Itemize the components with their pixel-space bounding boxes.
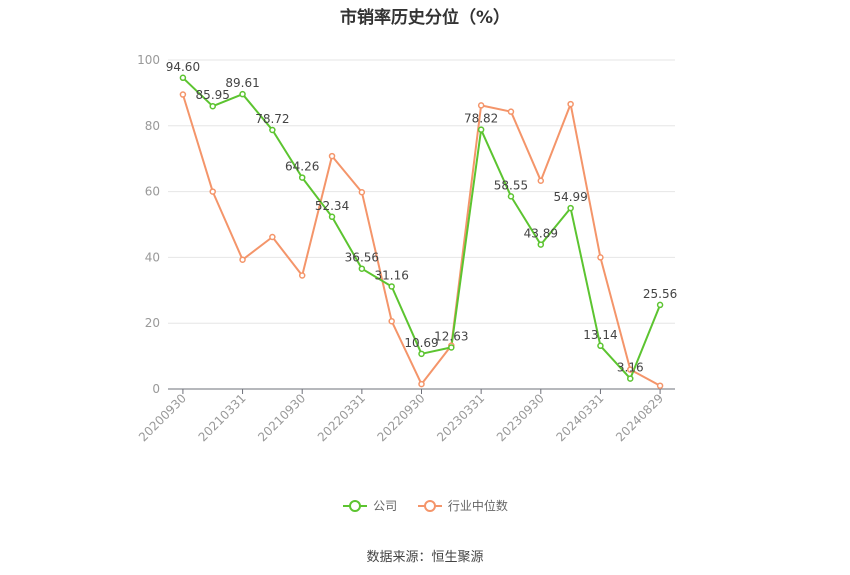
data-point xyxy=(567,204,574,212)
grid-lines xyxy=(168,59,675,324)
x-tick-label: 20230930 xyxy=(494,391,547,444)
data-point xyxy=(507,108,515,115)
legend-label-industry-median: 行业中位数 xyxy=(447,499,508,513)
data-label: 31.16 xyxy=(374,268,408,282)
legend: 公司 行业中位数 xyxy=(0,497,850,516)
data-label: 94.60 xyxy=(166,60,200,74)
data-point xyxy=(507,193,515,200)
data-point xyxy=(328,152,336,160)
data-label: 58.55 xyxy=(494,178,528,192)
y-tick-label: 20 xyxy=(145,316,160,330)
data-point xyxy=(358,189,366,196)
y-tick-label: 40 xyxy=(145,250,160,264)
data-point xyxy=(179,74,187,82)
data-point xyxy=(298,174,306,181)
data-label: 54.99 xyxy=(553,190,587,204)
y-tick-label: 0 xyxy=(152,382,160,396)
chart-title: 市销率历史分位（%） xyxy=(339,8,511,28)
y-tick-label: 100 xyxy=(137,53,160,67)
data-point xyxy=(358,265,366,272)
data-label: 52.34 xyxy=(315,199,349,213)
y-tick-label: 80 xyxy=(145,119,160,133)
data-point xyxy=(627,375,634,382)
data-label: 64.26 xyxy=(285,160,319,174)
x-tick-label: 20230331 xyxy=(434,391,487,444)
data-label: 3.16 xyxy=(617,361,644,375)
data-point xyxy=(239,90,246,98)
data-source: 数据来源：恒生聚源 xyxy=(366,550,484,565)
data-point xyxy=(269,126,276,134)
data-label: 43.89 xyxy=(524,227,558,241)
data-label: 25.56 xyxy=(643,287,677,301)
data-point xyxy=(239,256,246,263)
x-tick-label: 20210930 xyxy=(255,391,308,444)
data-point xyxy=(328,213,336,221)
data-point xyxy=(418,380,425,388)
data-label: 89.61 xyxy=(225,76,259,90)
data-point xyxy=(209,102,216,110)
data-point xyxy=(298,272,306,279)
x-tick-label: 20240829 xyxy=(613,391,666,444)
data-point xyxy=(597,342,604,350)
data-point xyxy=(477,126,485,133)
y-axis-ticks: 0 20 40 60 80 100 xyxy=(137,53,160,396)
data-label: 13.14 xyxy=(583,328,617,342)
data-point xyxy=(537,177,545,184)
data-label: 78.72 xyxy=(255,112,289,126)
data-point xyxy=(656,382,664,389)
data-point xyxy=(567,100,574,108)
data-point xyxy=(537,241,545,248)
data-label: 36.56 xyxy=(345,251,379,265)
data-point xyxy=(656,301,664,309)
x-tick-label: 20210331 xyxy=(196,391,249,444)
data-point xyxy=(388,283,395,290)
data-point xyxy=(448,344,455,351)
legend-label-company: 公司 xyxy=(373,499,398,513)
data-label: 78.82 xyxy=(464,112,498,126)
x-axis: 20200930 20210331 20210930 20220331 20220930… xyxy=(136,388,675,444)
legend-swatch-company-icon xyxy=(343,499,368,512)
x-tick-label: 20220331 xyxy=(315,391,368,444)
x-tick-label: 20200930 xyxy=(136,391,189,444)
data-point xyxy=(209,188,216,195)
data-point xyxy=(477,102,485,109)
data-label: 85.95 xyxy=(196,88,230,102)
data-point xyxy=(388,317,395,325)
data-point xyxy=(597,254,604,261)
y-tick-label: 60 xyxy=(145,185,160,199)
legend-swatch-industry-icon xyxy=(417,499,442,512)
data-point xyxy=(269,233,276,241)
data-point xyxy=(627,366,634,373)
data-label: 12.63 xyxy=(434,329,468,343)
legend-item-company[interactable]: 公司 xyxy=(342,497,397,514)
legend-item-industry-median[interactable]: 行业中位数 xyxy=(417,497,508,514)
data-point xyxy=(418,350,425,358)
series-points xyxy=(179,74,664,389)
data-point xyxy=(179,91,187,98)
x-tick-label: 20240331 xyxy=(553,391,606,444)
x-tick-label: 20220930 xyxy=(375,391,428,444)
data-label: 10.69 xyxy=(404,336,438,350)
